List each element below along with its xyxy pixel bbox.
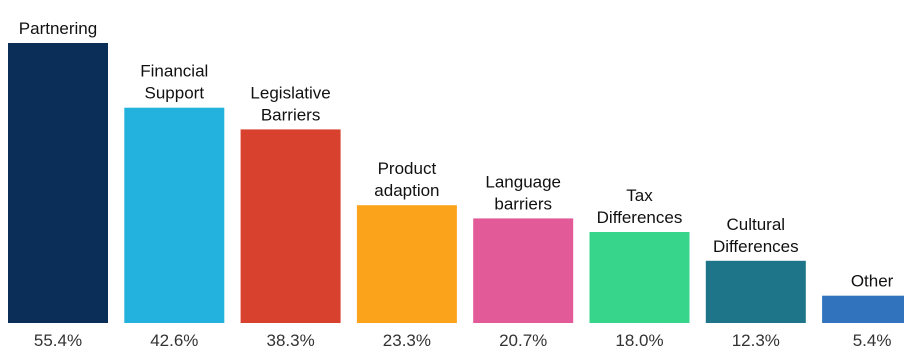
bar-2	[240, 129, 341, 323]
category-label-5: Tax Differences	[597, 186, 683, 227]
category-label-2: Legislative Barriers	[250, 83, 330, 124]
value-label-1: 42.6%	[150, 331, 198, 350]
bar-3	[356, 205, 457, 323]
bar-7	[822, 295, 904, 323]
bar-5	[589, 232, 690, 323]
category-label-0: Partnering	[19, 19, 97, 38]
value-label-0: 55.4%	[34, 331, 82, 350]
bar-6	[705, 260, 806, 323]
value-label-5: 18.0%	[615, 331, 663, 350]
bar-4	[473, 218, 574, 323]
bar-1	[124, 107, 225, 323]
category-label-6: Cultural Differences	[713, 215, 799, 256]
category-label-3: Product adaption	[374, 159, 439, 200]
value-label-3: 23.3%	[383, 331, 431, 350]
bar-0	[8, 43, 108, 323]
category-label-4: Language barriers	[485, 172, 561, 213]
category-label-7: Other	[851, 272, 894, 291]
value-label-6: 12.3%	[732, 331, 780, 350]
value-label-4: 20.7%	[499, 331, 547, 350]
value-label-2: 38.3%	[266, 331, 314, 350]
category-label-1: Financial Support	[140, 62, 208, 103]
value-label-7: 5.4%	[853, 331, 892, 350]
